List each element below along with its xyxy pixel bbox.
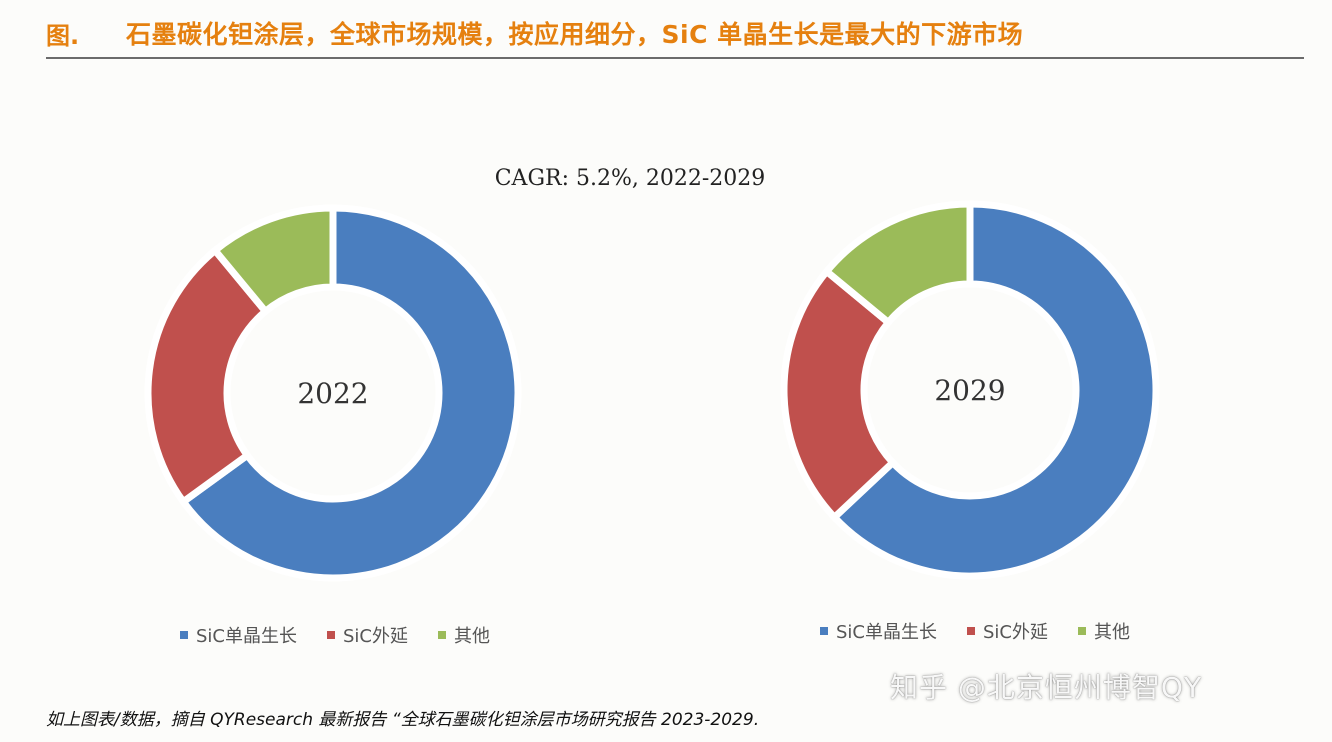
legend-item: 其他 <box>1078 618 1130 644</box>
header-divider <box>46 57 1304 59</box>
legend-swatch <box>967 627 975 635</box>
donut-chart-2029: 2029 <box>780 200 1160 580</box>
figure-header: 图. 石墨碳化钽涂层，全球市场规模，按应用细分，SiC 单晶生长是最大的下游市场 <box>0 0 1332 60</box>
donut-center-label: 2029 <box>934 374 1005 407</box>
legend-item: SiC外延 <box>327 622 408 648</box>
legend-item: SiC单晶生长 <box>820 618 937 644</box>
legend-label: 其他 <box>1094 622 1130 643</box>
legend-item: 其他 <box>438 622 490 648</box>
figure-title: 石墨碳化钽涂层，全球市场规模，按应用细分，SiC 单晶生长是最大的下游市场 <box>126 20 1024 49</box>
watermark: 知乎 @北京恒州博智QY <box>890 671 1203 704</box>
donut-slice-sic-epitaxy <box>144 245 271 507</box>
legend-label: SiC外延 <box>343 626 408 647</box>
legend-label: SiC单晶生长 <box>196 626 297 647</box>
donut-slice-other <box>210 204 337 317</box>
donut-slice-sic-crystal <box>829 200 1160 580</box>
figure-label: 图. <box>46 22 80 50</box>
donut-center-label: 2022 <box>297 377 368 410</box>
legend-label: 其他 <box>454 626 490 647</box>
legend-swatch <box>1078 627 1086 635</box>
donut-slice-other <box>821 200 974 328</box>
legend-2029: SiC单晶生长 SiC外延 其他 <box>820 618 1130 644</box>
legend-label: SiC外延 <box>983 622 1048 643</box>
legend-swatch <box>180 631 188 639</box>
legend-swatch <box>438 631 446 639</box>
legend-item: SiC外延 <box>967 618 1048 644</box>
donut-slice-sic-crystal <box>178 204 522 582</box>
donut-slice-sic-epitaxy <box>780 266 898 523</box>
legend-swatch <box>327 631 335 639</box>
legend-item: SiC单晶生长 <box>180 622 297 648</box>
legend-2022: SiC单晶生长 SiC外延 其他 <box>180 622 490 648</box>
legend-swatch <box>820 627 828 635</box>
chart-subtitle: CAGR: 5.2%, 2022-2029 <box>494 166 766 191</box>
legend-label: SiC单晶生长 <box>836 622 937 643</box>
donut-chart-2022: 2022 <box>144 204 522 582</box>
source-note: 如上图表/数据，摘自 QYResearch 最新报告 “全球石墨碳化钽涂层市场研… <box>46 710 760 730</box>
